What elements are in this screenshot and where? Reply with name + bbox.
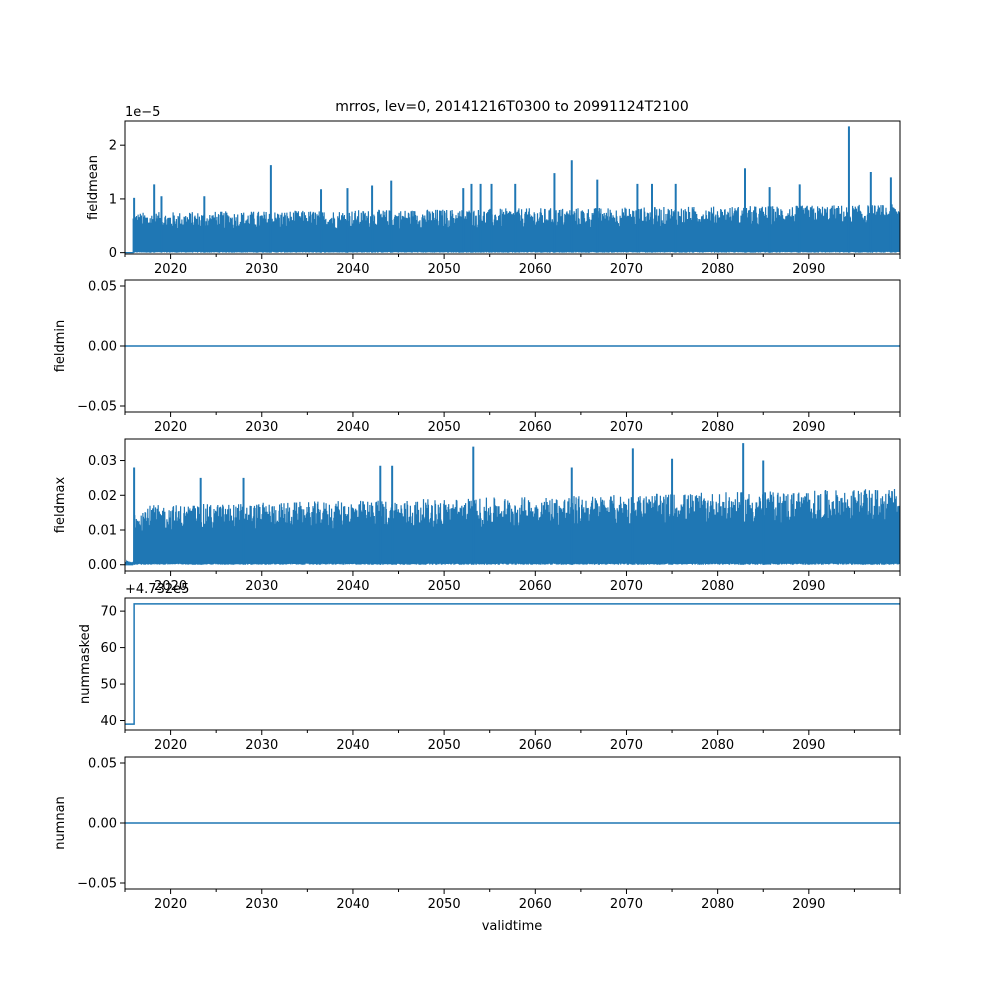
- x-tick-label: 2040: [336, 897, 369, 912]
- plot-area-fieldmax: [125, 443, 900, 566]
- panel-fieldmin: 2020 2030 2040 2050 2060 2070 2080 2090 0.05 0.00…: [53, 279, 901, 435]
- x-tick-label: 2060: [519, 579, 552, 594]
- y-tick-label: 60: [100, 641, 117, 656]
- x-tick-label: 2070: [610, 420, 643, 435]
- axes-frame: [124, 438, 901, 572]
- x-tick-label: 2030: [245, 897, 278, 912]
- fieldmean-series-line: [125, 204, 900, 254]
- x-tick-label: 2080: [701, 897, 734, 912]
- x-tick-label: 2020: [154, 579, 187, 594]
- x-tick-label: 2080: [701, 579, 734, 594]
- x-tick-label: 2040: [336, 738, 369, 753]
- x-tick-label: 2070: [610, 579, 643, 594]
- y-axis-label: nummasked: [78, 624, 93, 704]
- y-tick-label: 0.03: [88, 454, 117, 469]
- x-tick-label: 2050: [428, 420, 461, 435]
- y-tick-label: 0.00: [88, 558, 117, 573]
- y-axis-label: numnan: [53, 796, 68, 850]
- x-tick-label: 2090: [792, 579, 825, 594]
- y-tick-label: 0.00: [88, 817, 117, 832]
- x-tick-label: 2070: [610, 262, 643, 277]
- y-tick-label: −0.05: [77, 400, 117, 415]
- y-tick-label: 50: [100, 678, 117, 693]
- x-tick-label: 2090: [792, 262, 825, 277]
- fieldmax-series-line: [125, 488, 900, 566]
- x-tick-label: 2020: [154, 738, 187, 753]
- y-tick-label: 0.02: [88, 489, 117, 504]
- x-tick-label: 2040: [336, 420, 369, 435]
- x-tick-label: 2030: [245, 738, 278, 753]
- y-tick-label: 0.05: [88, 280, 117, 295]
- x-tick-label: 2030: [245, 579, 278, 594]
- x-tick-label: 2050: [428, 579, 461, 594]
- y-tick-label: 0.01: [88, 524, 117, 539]
- x-tick-label: 2080: [701, 262, 734, 277]
- panel-numnan: 2020 2030 2040 2050 2060 2070 2080 2090 0.05 0.00…: [53, 756, 901, 912]
- y-tick-label: 70: [100, 605, 117, 620]
- x-tick-label: 2040: [336, 579, 369, 594]
- plot-area-fieldmean: [125, 126, 900, 254]
- x-tick-label: 2070: [610, 738, 643, 753]
- x-tick-label: 2030: [245, 262, 278, 277]
- panel-fieldmax: 2020 2030 2040 2050 2060 2070 2080 2090 0.00 0.01…: [53, 438, 901, 594]
- y-axis-label: fieldmean: [86, 155, 101, 220]
- y-tick-label: 0: [109, 246, 117, 261]
- x-tick-label: 2090: [792, 897, 825, 912]
- x-tick-label: 2020: [154, 262, 187, 277]
- axes-frame: [124, 597, 901, 731]
- nummasked-series-line: [125, 603, 900, 725]
- x-tick-label: 2090: [792, 738, 825, 753]
- x-tick-label: 2040: [336, 262, 369, 277]
- x-tick-label: 2050: [428, 897, 461, 912]
- y-tick-label: 0.05: [88, 757, 117, 772]
- panel-nummasked: 2020 2030 2040 2050 2060 2070 2080 2090 40 50 60 70…: [78, 582, 901, 753]
- x-tick-label: 2060: [519, 262, 552, 277]
- y-tick-label: 0.00: [88, 340, 117, 355]
- axes-frame: [124, 120, 901, 255]
- y-tick-label: 1: [109, 192, 117, 207]
- x-tick-label: 2070: [610, 897, 643, 912]
- x-tick-label: 2050: [428, 262, 461, 277]
- plot-area-nummasked: [125, 603, 900, 725]
- panels: 2020 2030 2040 2050 2060 2070 2080 2090 0 1 2 field…: [53, 105, 901, 912]
- y-tick-label: −0.05: [77, 877, 117, 892]
- x-tick-label: 2080: [701, 420, 734, 435]
- x-tick-label: 2060: [519, 738, 552, 753]
- x-tick-label: 2020: [154, 897, 187, 912]
- axis-offset-text: 1e−5: [125, 105, 160, 120]
- axis-offset-text: +4.732e5: [125, 582, 189, 597]
- x-tick-label: 2090: [792, 420, 825, 435]
- x-tick-label: 2020: [154, 420, 187, 435]
- y-axis-label: fieldmin: [53, 320, 68, 373]
- panel-fieldmean: 2020 2030 2040 2050 2060 2070 2080 2090 0 1 2 field…: [86, 105, 901, 277]
- y-tick-label: 2: [109, 139, 117, 154]
- y-tick-label: 40: [100, 714, 117, 729]
- figure-title: mrros, lev=0, 20141216T0300 to 20991124T…: [335, 99, 689, 115]
- x-tick-label: 2080: [701, 738, 734, 753]
- x-axis-label: validtime: [482, 919, 543, 934]
- y-axis-label: fieldmax: [53, 477, 68, 534]
- x-tick-label: 2050: [428, 738, 461, 753]
- x-tick-label: 2060: [519, 897, 552, 912]
- x-tick-label: 2060: [519, 420, 552, 435]
- x-tick-label: 2030: [245, 420, 278, 435]
